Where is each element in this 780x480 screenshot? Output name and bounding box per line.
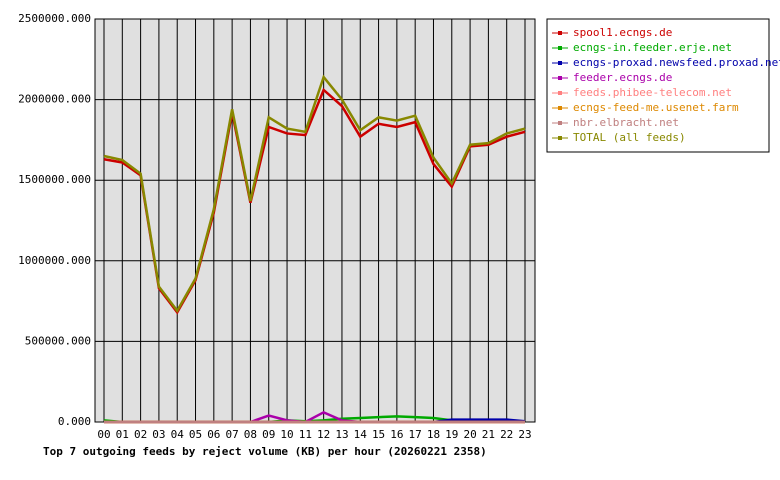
x-tick-label: 23 <box>518 428 531 441</box>
chart-title: Top 7 outgoing feeds by reject volume (K… <box>43 445 487 458</box>
legend-label: ecngs-feed-me.usenet.farm <box>573 101 739 114</box>
x-tick-label: 05 <box>189 428 202 441</box>
x-tick-label: 18 <box>427 428 440 441</box>
legend-marker <box>558 136 562 140</box>
x-tick-label: 15 <box>372 428 385 441</box>
x-tick-label: 04 <box>171 428 185 441</box>
x-tick-label: 01 <box>116 428 129 441</box>
plot-area <box>94 18 536 423</box>
x-tick-label: 11 <box>299 428 312 441</box>
legend-label: feeder.ecngs.de <box>573 71 672 84</box>
legend-label: nbr.elbracht.net <box>573 116 679 129</box>
x-tick-label: 06 <box>207 428 220 441</box>
x-tick-label: 08 <box>244 428 257 441</box>
x-tick-label: 07 <box>226 428 239 441</box>
legend-label: ecngs-in.feeder.erje.net <box>573 41 732 54</box>
legend-marker <box>558 31 562 35</box>
legend-label: feeds.phibee-telecom.net <box>573 86 732 99</box>
series-line <box>103 74 526 314</box>
legend-marker <box>558 106 562 110</box>
x-tick-label: 19 <box>445 428 458 441</box>
x-tick-label: 09 <box>262 428 275 441</box>
legend-marker <box>558 61 562 65</box>
x-tick-label: 22 <box>500 428 513 441</box>
y-tick-label: 1500000.000 <box>18 173 91 186</box>
y-tick-label: 0.000 <box>58 415 91 428</box>
x-tick-label: 14 <box>354 428 368 441</box>
legend-marker <box>558 121 562 125</box>
x-tick-label: 20 <box>463 428 476 441</box>
x-tick-label: 17 <box>409 428 422 441</box>
legend-box <box>546 18 770 153</box>
y-tick-label: 2500000.000 <box>18 12 91 25</box>
legend-label: TOTAL (all feeds) <box>573 131 686 144</box>
x-tick-label: 21 <box>482 428 495 441</box>
y-tick-label: 500000.000 <box>25 334 91 347</box>
legend-marker <box>558 91 562 95</box>
x-tick-label: 16 <box>390 428 403 441</box>
x-tick-label: 12 <box>317 428 330 441</box>
y-tick-label: 1000000.000 <box>18 254 91 267</box>
legend-marker <box>558 76 562 80</box>
legend-label: spool1.ecngs.de <box>573 26 672 39</box>
x-tick-label: 13 <box>335 428 348 441</box>
legend-label: ecngs-proxad.newsfeed.proxad.net <box>573 56 780 69</box>
x-tick-label: 03 <box>152 428 165 441</box>
y-tick-label: 2000000.000 <box>18 93 91 106</box>
x-tick-label: 10 <box>280 428 293 441</box>
legend-marker <box>558 46 562 50</box>
x-tick-label: 02 <box>134 428 147 441</box>
x-tick-label: 00 <box>97 428 110 441</box>
